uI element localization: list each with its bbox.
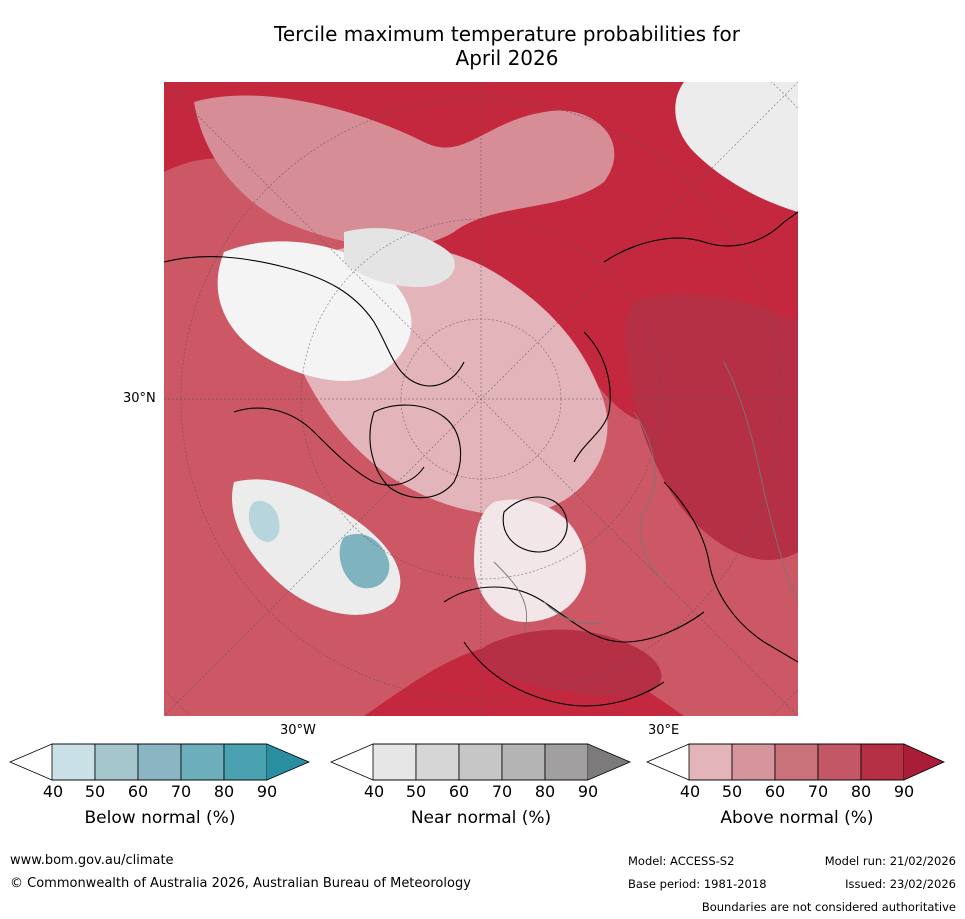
colorbar-near-seg-5 [544,743,589,781]
footer-model-run: Model run: 21/02/2026 [824,854,956,868]
colorbar-near-seg-3 [458,743,503,781]
coastlines [164,211,798,707]
colorbar-near-svg [329,743,632,781]
colorbar-below-arrow-left [10,744,52,780]
colorbar-near-arrow-left [331,744,373,780]
colorbar-above-svg [645,743,945,781]
tick-near-40: 40 [363,782,385,801]
tick-below-70: 70 [170,782,192,801]
colorbar-above-seg-5 [860,743,905,781]
title-line-1: Tercile maximum temperature probabilitie… [274,22,740,46]
colorbar-near-normal [329,743,632,781]
colorbar-near-arrow-right [588,744,630,780]
country-borders [493,361,798,633]
tick-above-40: 40 [679,782,701,801]
region-near-normal-pacific [675,82,798,212]
footer-copyright: © Commonwealth of Australia 2026, Austra… [10,876,471,891]
tick-below-80: 80 [213,782,235,801]
tick-near-60: 60 [448,782,470,801]
tick-above-70: 70 [807,782,829,801]
tick-below-40: 40 [42,782,64,801]
footer-issued: Issued: 23/02/2026 [845,877,956,891]
colorbar-below-seg-4 [180,743,225,781]
chart-title: Tercile maximum temperature probabilitie… [164,22,850,70]
graticule [164,82,798,716]
colorbar-above-seg-4 [817,743,862,781]
tick-above-90: 90 [893,782,915,801]
region-below-normal-atlantic [339,533,390,589]
footer-url: www.bom.gov.au/climate [10,853,174,868]
colorbar-near-seg-4 [501,743,546,781]
colorbar-below-seg-2 [94,743,139,781]
colorbar-near-seg-2 [415,743,460,781]
tick-above-80: 80 [850,782,872,801]
tick-near-90: 90 [577,782,599,801]
colorbar-above-seg-3 [774,743,819,781]
colorbar-above-normal [645,743,947,781]
tick-below-50: 50 [84,782,106,801]
tick-near-50: 50 [405,782,427,801]
tick-below-90: 90 [256,782,278,801]
colorbar-below-arrow-right [267,744,309,780]
colorbar-above-arrow-left [647,744,689,780]
latitude-label: 30°N [123,391,156,406]
tick-above-60: 60 [764,782,786,801]
longitude-label-east: 30°E [648,723,680,738]
tick-below-60: 60 [127,782,149,801]
region-above-50-north [194,95,615,248]
region-near-normal-europe [474,499,586,622]
colorbar-above-label: Above normal (%) [720,808,874,828]
footer-model: Model: ACCESS-S2 [628,854,735,868]
colorbar-below-svg [8,743,311,781]
tick-near-70: 70 [491,782,513,801]
colorbar-above-arrow-right [904,744,944,780]
region-near-normal-canada [217,241,412,381]
title-line-2: April 2026 [455,46,559,70]
colorbar-near-seg-1 [372,743,417,781]
colorbar-below-normal [8,743,311,781]
colorbar-below-label: Below normal (%) [84,808,236,828]
region-above-90-mediterranean [477,629,662,697]
colorbar-near-label: Near normal (%) [410,808,552,828]
longitude-label-west: 30°W [280,723,316,738]
colorbar-above-seg-1 [688,743,733,781]
footer-base-period: Base period: 1981-2018 [628,877,767,891]
tick-above-50: 50 [721,782,743,801]
map-svg [164,82,798,716]
region-above-90-asia [625,293,798,561]
colorbar-below-seg-1 [51,743,96,781]
probability-map [164,82,798,716]
region-below-normal-labrador [248,501,280,542]
colorbar-above-seg-2 [731,743,776,781]
footer-disclaimer: Boundaries are not considered authoritat… [701,900,956,914]
region-near-normal-arctic [344,228,455,287]
tick-near-80: 80 [534,782,556,801]
colorbar-below-seg-3 [137,743,182,781]
colorbar-below-seg-5 [223,743,268,781]
